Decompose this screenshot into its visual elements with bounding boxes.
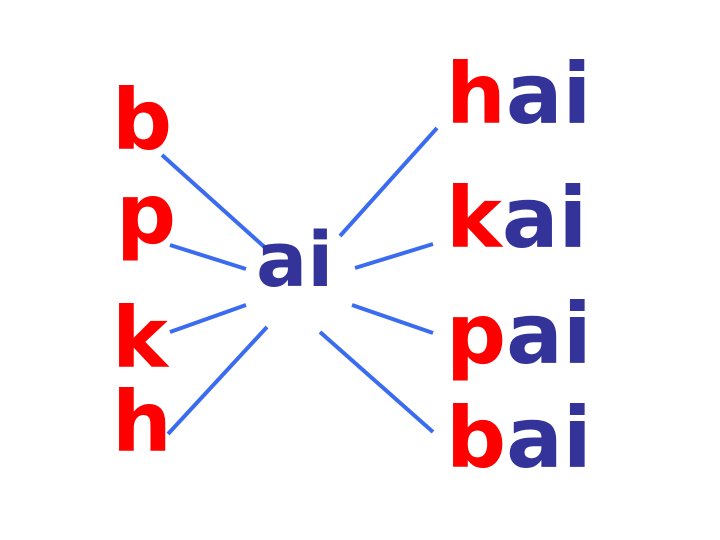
connector-ai-to-pai xyxy=(351,303,434,335)
connector-b-to-ai xyxy=(160,153,272,254)
connector-ai-to-kai xyxy=(354,242,434,270)
syllable-final: ai xyxy=(501,169,588,267)
center-final-ai: ai xyxy=(256,215,334,304)
syllable-pai: pai xyxy=(446,292,592,376)
syllable-final: ai xyxy=(506,285,592,383)
connector-ai-to-bai xyxy=(318,330,435,434)
syllable-initial: h xyxy=(446,45,506,143)
syllable-initial: k xyxy=(446,169,502,267)
syllable-final: ai xyxy=(506,389,592,487)
syllable-initial: b xyxy=(446,389,507,487)
syllable-hai: hai xyxy=(446,52,591,136)
connector-h-to-ai xyxy=(166,325,269,436)
connector-ai-to-hai xyxy=(338,126,439,238)
initial-p: p xyxy=(116,165,177,263)
syllable-initial: p xyxy=(446,285,507,383)
initial-k: k xyxy=(112,289,168,387)
syllable-bai: bai xyxy=(446,396,592,480)
initial-b: b xyxy=(112,71,173,169)
initial-h: h xyxy=(112,373,172,471)
syllable-kai: kai xyxy=(446,176,587,260)
connector-k-to-ai xyxy=(169,303,247,334)
syllable-final: ai xyxy=(505,45,592,143)
connector-p-to-ai xyxy=(169,243,247,271)
